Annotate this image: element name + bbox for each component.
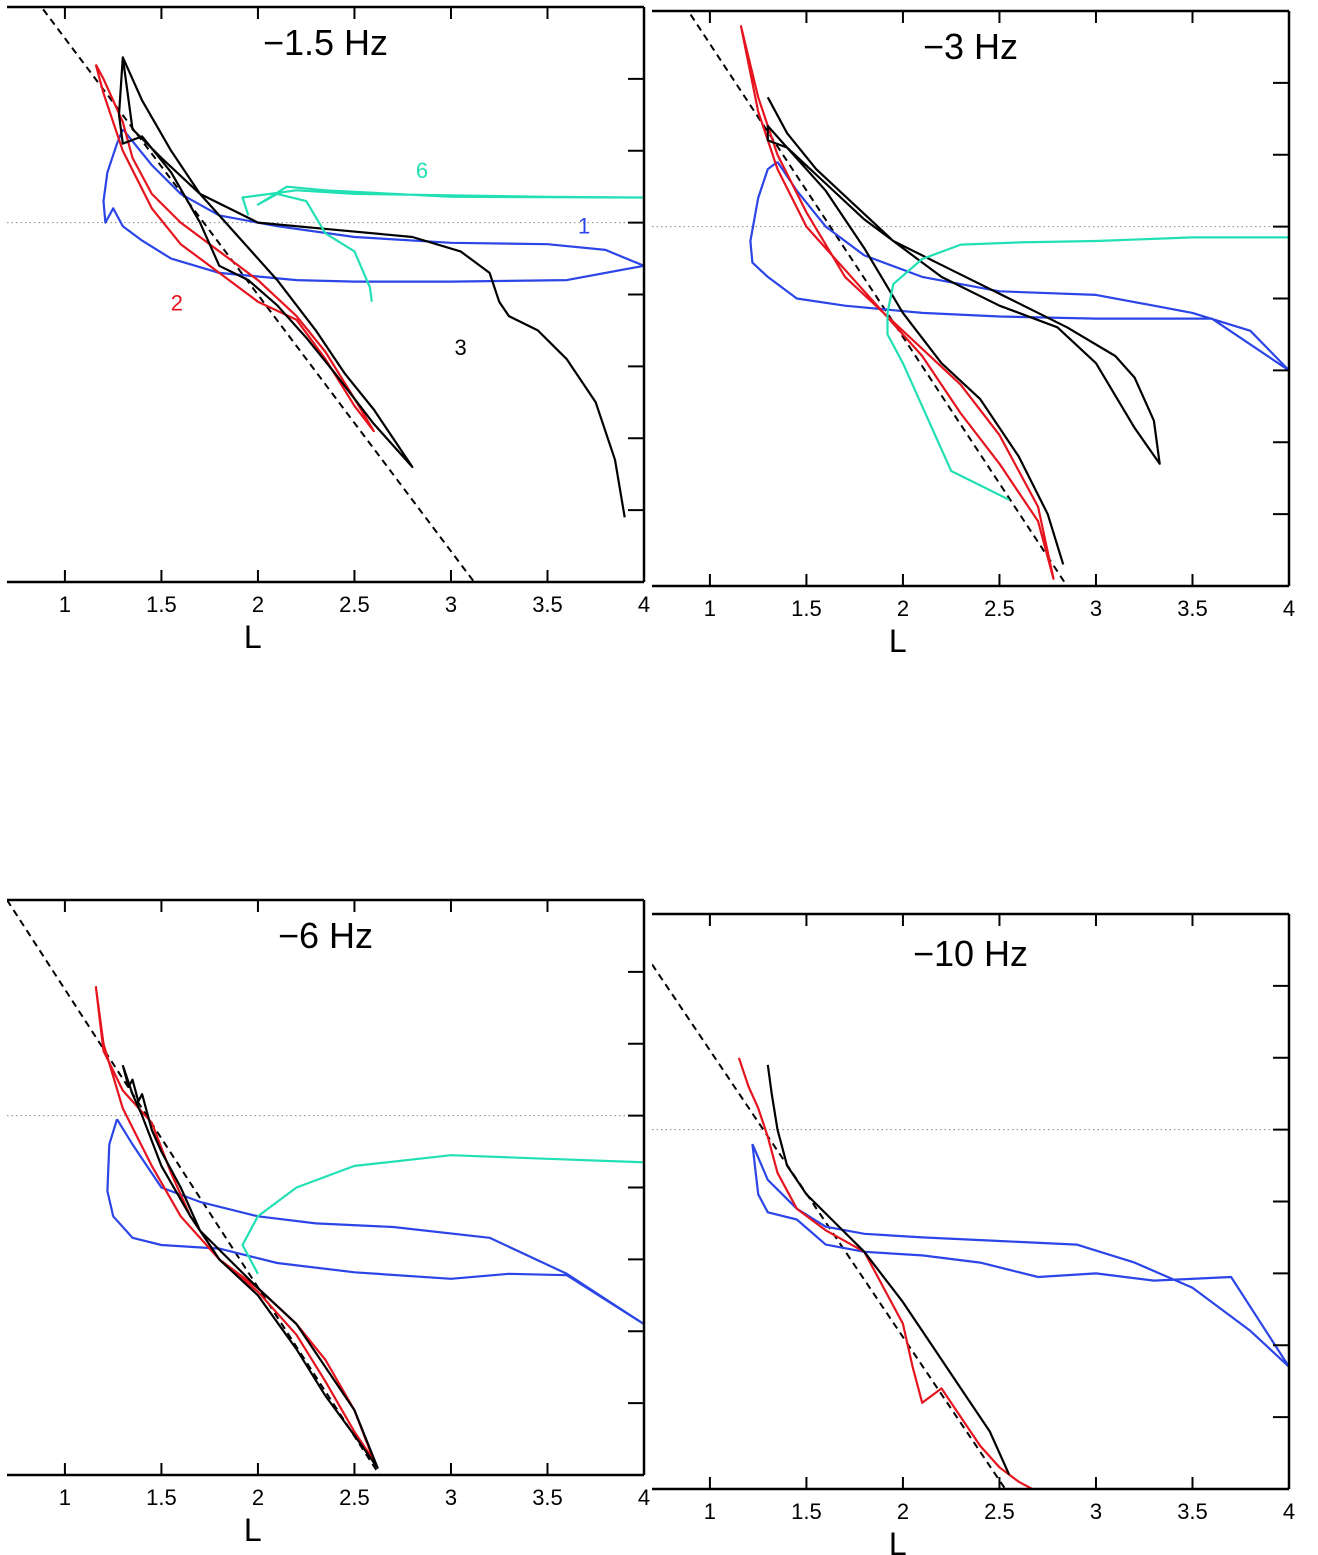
panel-title: −6 Hz [278, 915, 373, 956]
series-line-1 [106, 1118, 644, 1326]
x-tick-label: 2.5 [984, 1499, 1015, 1524]
x-tick-label: 1 [704, 1499, 716, 1524]
series-line-2 [94, 63, 375, 433]
x-tick-label: 4 [638, 592, 650, 617]
series-annotation-2: 2 [171, 290, 183, 315]
series-annotation-3: 3 [454, 335, 466, 360]
chart-panel-4: 1 1.5 2 2.5 3 3.5 4 L −10 Hz [652, 912, 1295, 1555]
series-line-3 [117, 56, 626, 518]
chart-panel-2: 1 1.5 2 2.5 3 3.5 4 L −3 Hz [652, 9, 1295, 659]
x-tick-label: 2 [897, 1499, 909, 1524]
x-tick-label: 2.5 [339, 1485, 370, 1510]
x-tick-label: 3.5 [1177, 596, 1208, 621]
x-axis-label: L [889, 623, 907, 659]
x-tick-label: 2.5 [339, 592, 370, 617]
x-tick-label: 1 [59, 592, 71, 617]
x-tick-label: 2 [897, 596, 909, 621]
panel-title: −3 Hz [923, 26, 1018, 67]
reference-dashed-line [7, 900, 381, 1475]
reference-dashed-line [689, 14, 1068, 586]
x-tick-label: 1.5 [146, 1485, 177, 1510]
series-annotation-1: 1 [578, 213, 590, 238]
series-line-1 [749, 161, 1289, 372]
series-line-2 [739, 25, 1055, 580]
x-tick-label: 4 [1283, 1499, 1295, 1524]
series-line-6 [241, 185, 644, 302]
x-tick-label: 3.5 [532, 592, 563, 617]
x-tick-label: 1.5 [146, 592, 177, 617]
x-tick-label: 1 [59, 1485, 71, 1510]
x-axis-label: L [244, 1512, 262, 1548]
x-tick-label: 3 [445, 592, 457, 617]
x-tick-label: 2.5 [984, 596, 1015, 621]
chart-panel-3: 1 1.5 2 2.5 3 3.5 4 L −6 Hz [7, 898, 650, 1548]
x-tick-label: 1.5 [791, 1499, 822, 1524]
series-line-4 [241, 1154, 644, 1275]
reference-dashed-line [40, 7, 475, 582]
panel-title: −1.5 Hz [263, 22, 388, 63]
x-tick-label: 3 [1090, 1499, 1102, 1524]
x-tick-label: 1 [704, 596, 716, 621]
x-tick-label: 4 [1283, 596, 1295, 621]
series-annotation-6: 6 [416, 158, 428, 183]
x-axis-label: L [889, 1526, 907, 1555]
x-tick-label: 2 [252, 1485, 264, 1510]
x-tick-label: 3.5 [532, 1485, 563, 1510]
x-tick-label: 1.5 [791, 596, 822, 621]
series-line-3 [766, 96, 1161, 565]
series-line-3 [121, 1064, 379, 1469]
x-tick-label: 3 [1090, 596, 1102, 621]
series-line-1 [751, 1143, 1289, 1368]
series-line-4 [886, 236, 1289, 501]
x-tick-label: 3.5 [1177, 1499, 1208, 1524]
panel-title: −10 Hz [913, 933, 1028, 974]
series-line-2 [737, 1057, 1033, 1489]
x-tick-label: 2 [252, 592, 264, 617]
series-line-3 [766, 1064, 1011, 1476]
x-tick-label: 3 [445, 1485, 457, 1510]
x-axis-label: L [244, 619, 262, 655]
chart-panel-1: 1 1.5 2 2.5 3 3.5 4 L −1.5 Hz 6 1 2 3 [7, 5, 650, 655]
x-tick-label: 4 [638, 1485, 650, 1510]
series-line-1 [102, 128, 644, 283]
